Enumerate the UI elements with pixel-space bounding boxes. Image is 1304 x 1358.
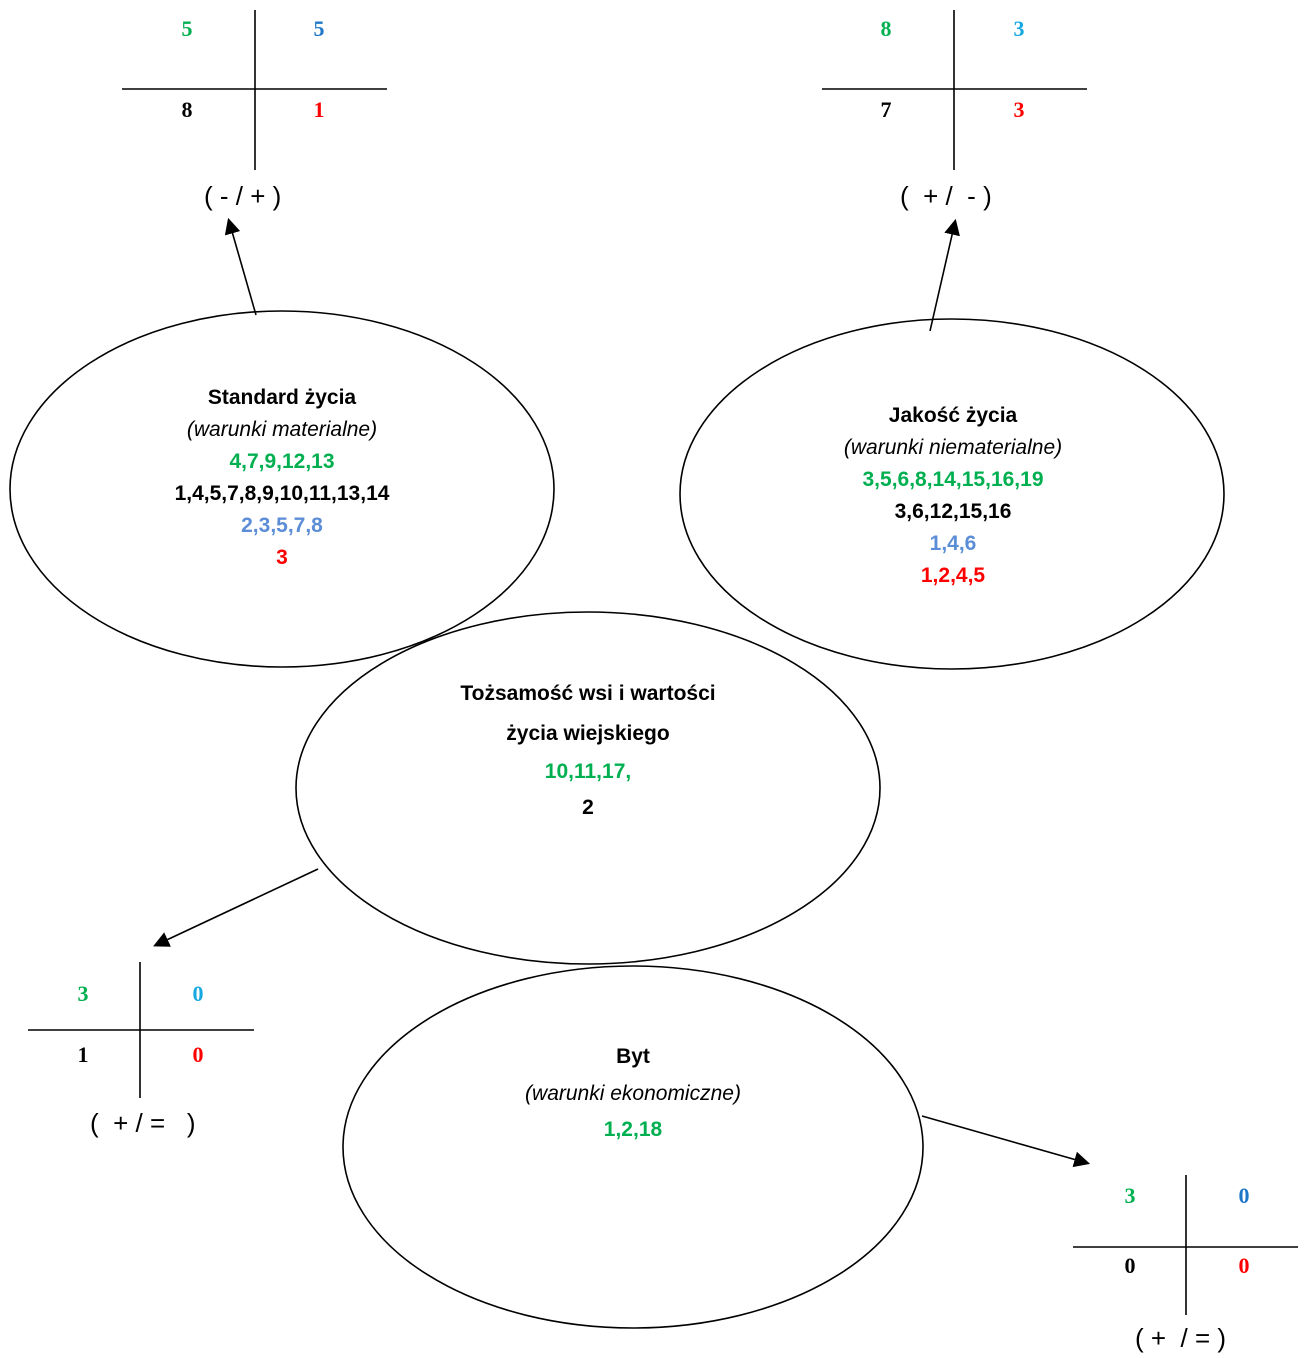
cross-top-right-lines — [822, 10, 1087, 170]
standard-green-values: 4,7,9,12,13 — [229, 450, 335, 473]
cross-bottom-right-lines — [1073, 1175, 1298, 1315]
ellipse-existence-text: Byt (warunki ekonomiczne) 1,2,18 — [433, 1038, 833, 1148]
cross-mid-left-bl: 1 — [77, 1042, 89, 1067]
cross-top-right-bl: 7 — [880, 97, 892, 122]
cross-mid-left-br: 0 — [192, 1042, 204, 1067]
ellipse-quality — [679, 318, 1225, 670]
arrow-standard — [224, 217, 257, 316]
identity-black-values: 2 — [582, 796, 594, 819]
cross-bottom-right-br: 0 — [1238, 1253, 1250, 1278]
cross-bottom-right-bl: 0 — [1124, 1253, 1136, 1278]
ellipse-quality-text: Jakość życia (warunki niematerialne) 3,5… — [738, 400, 1168, 592]
existence-subtitle: (warunki ekonomiczne) — [525, 1082, 741, 1105]
quality-title: Jakość życia — [888, 404, 1018, 427]
ellipse-identity — [295, 611, 881, 965]
cross-bottom-right-sign: ( + / = ) — [1135, 1323, 1227, 1353]
cross-top-left-tr: 5 — [313, 16, 325, 41]
quality-green-values: 3,5,6,8,14,15,16,19 — [862, 468, 1044, 491]
cross-mid-left-tl: 3 — [77, 981, 89, 1006]
ellipse-standard — [9, 310, 555, 668]
ellipse-standard-text: Standard życia (warunki materialne) 4,7,… — [62, 382, 502, 574]
standard-red-values: 3 — [276, 546, 288, 569]
arrow-existence — [921, 1115, 1091, 1168]
cross-top-left-br: 1 — [313, 97, 325, 122]
cross-bottom-right-tl: 3 — [1124, 1183, 1136, 1208]
standard-blue-values: 2,3,5,7,8 — [241, 514, 323, 537]
cross-top-left-sign: ( - / + ) — [204, 181, 282, 211]
cross-bottom-right-tr: 0 — [1238, 1183, 1250, 1208]
identity-title-line2: życia wiejskiego — [506, 722, 670, 745]
identity-green-values: 10,11,17, — [544, 760, 632, 783]
quality-blue-values: 1,4,6 — [929, 532, 977, 555]
cross-top-right-br: 3 — [1013, 97, 1025, 122]
ellipse-existence — [342, 965, 924, 1329]
cross-mid-left-tr: 0 — [192, 981, 204, 1006]
cross-top-right-sign: ( + / - ) — [900, 181, 992, 211]
cross-top-left-lines — [122, 10, 387, 170]
quality-subtitle: (warunki niematerialne) — [843, 436, 1063, 459]
standard-subtitle: (warunki materialne) — [186, 418, 378, 441]
cross-top-right-tr: 3 — [1013, 16, 1025, 41]
cross-top-left-bl: 8 — [181, 97, 193, 122]
standard-title: Standard życia — [207, 386, 357, 409]
identity-title-line1: Tożsamość wsi i wartości — [460, 682, 716, 705]
quality-black-values: 3,6,12,15,16 — [894, 500, 1012, 523]
cross-mid-left-sign: ( + / = ) — [90, 1108, 196, 1138]
existence-green-values: 1,2,18 — [603, 1118, 663, 1141]
ellipse-identity-text: Tożsamość wsi i wartości życia wiejskieg… — [388, 674, 788, 826]
arrow-quality — [929, 218, 960, 332]
arrow-identity — [153, 868, 319, 947]
cross-top-right-tl: 8 — [880, 16, 892, 41]
quality-red-values: 1,2,4,5 — [920, 564, 986, 587]
standard-black-values: 1,4,5,7,8,9,10,11,13,14 — [174, 482, 390, 505]
cross-top-left-tl: 5 — [181, 16, 193, 41]
cross-mid-left-lines — [28, 962, 254, 1098]
existence-title: Byt — [616, 1045, 650, 1068]
